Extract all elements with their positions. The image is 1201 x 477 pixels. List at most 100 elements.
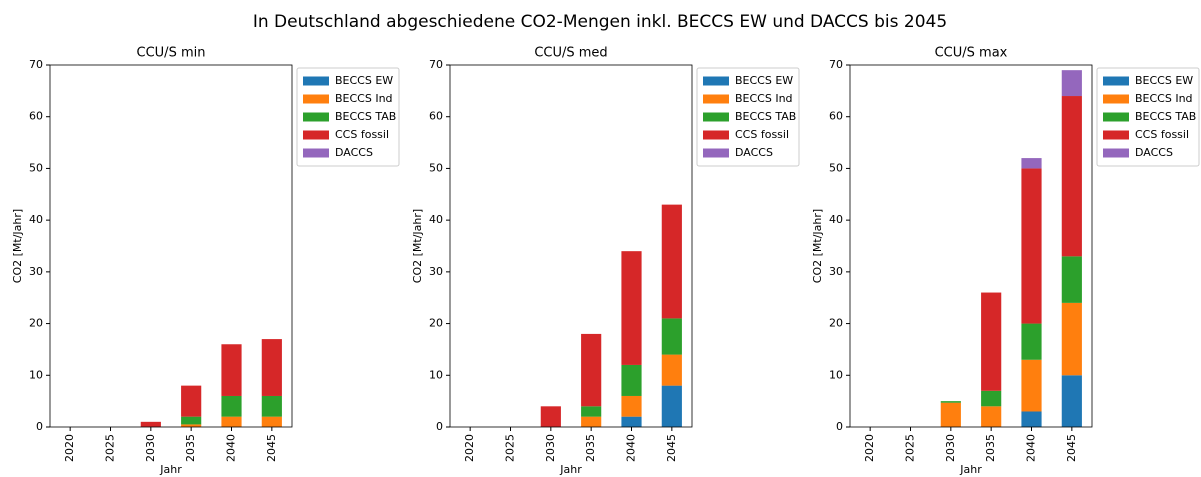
bar-segment bbox=[1021, 158, 1042, 169]
legend-label: DACCS bbox=[335, 146, 373, 159]
bar-segment bbox=[1061, 96, 1082, 257]
bar-segment bbox=[221, 416, 242, 427]
x-tick-label: 2030 bbox=[544, 434, 557, 462]
y-tick-label: 50 bbox=[29, 161, 43, 174]
figure-title: In Deutschland abgeschiedene CO2-Mengen … bbox=[253, 12, 947, 32]
bar-segment bbox=[181, 424, 202, 427]
bar-segment bbox=[261, 416, 282, 427]
y-axis-label: CO2 [Mt/Jahr] bbox=[11, 209, 24, 283]
legend-label: BECCS Ind bbox=[735, 92, 793, 105]
bar-segment bbox=[661, 318, 682, 355]
y-tick-label: 70 bbox=[429, 58, 443, 71]
bar-segment bbox=[1021, 168, 1042, 324]
legend-swatch bbox=[303, 112, 329, 122]
y-tick-label: 0 bbox=[36, 420, 43, 433]
y-tick-label: 0 bbox=[436, 420, 443, 433]
bar-segment bbox=[940, 401, 961, 403]
y-tick-label: 60 bbox=[29, 110, 43, 123]
legend-label: BECCS Ind bbox=[335, 92, 393, 105]
legend-swatch bbox=[1103, 130, 1129, 140]
x-tick-label: 2035 bbox=[184, 434, 197, 462]
x-tick-label: 2030 bbox=[144, 434, 157, 462]
y-tick-label: 40 bbox=[429, 213, 443, 226]
legend-label: CCS fossil bbox=[335, 128, 389, 141]
legend-label: BECCS TAB bbox=[1135, 110, 1196, 123]
legend-label: CCS fossil bbox=[1135, 128, 1189, 141]
legend-swatch bbox=[303, 130, 329, 140]
legend-label: BECCS EW bbox=[335, 74, 393, 87]
legend-label: BECCS Ind bbox=[1135, 92, 1193, 105]
bar-segment bbox=[261, 339, 282, 396]
bar-segment bbox=[221, 344, 242, 396]
bar-segment bbox=[1021, 411, 1042, 427]
legend-swatch bbox=[703, 94, 729, 104]
y-tick-label: 0 bbox=[836, 420, 843, 433]
y-tick-label: 70 bbox=[29, 58, 43, 71]
bar-segment bbox=[981, 292, 1002, 391]
y-tick-label: 20 bbox=[29, 317, 43, 330]
x-tick-label: 2045 bbox=[665, 434, 678, 462]
legend-box bbox=[1096, 67, 1200, 167]
legend-label: BECCS TAB bbox=[335, 110, 396, 123]
legend-swatch bbox=[1103, 94, 1129, 104]
y-tick-label: 10 bbox=[829, 368, 843, 381]
x-tick-label: 2025 bbox=[104, 434, 117, 462]
y-axis-label: CO2 [Mt/Jahr] bbox=[811, 209, 824, 283]
bar-segment bbox=[661, 354, 682, 386]
bar-segment bbox=[981, 390, 1002, 407]
bar-segment bbox=[981, 406, 1002, 427]
bar-segment bbox=[221, 395, 242, 417]
x-tick-label: 2025 bbox=[904, 434, 917, 462]
axes-title: CCU/S max bbox=[935, 46, 1008, 61]
bar-segment bbox=[621, 416, 642, 427]
y-axis-label: CO2 [Mt/Jahr] bbox=[411, 209, 424, 283]
legend-swatch bbox=[1103, 112, 1129, 122]
x-axis-label: Jahr bbox=[559, 463, 582, 476]
x-tick-label: 2040 bbox=[625, 434, 638, 462]
y-tick-label: 60 bbox=[829, 110, 843, 123]
bar-segment bbox=[621, 364, 642, 396]
y-tick-label: 40 bbox=[29, 213, 43, 226]
legend-box bbox=[296, 67, 400, 167]
legend-swatch bbox=[703, 148, 729, 158]
x-tick-label: 2020 bbox=[63, 434, 76, 462]
y-tick-label: 70 bbox=[829, 58, 843, 71]
x-tick-label: 2040 bbox=[225, 434, 238, 462]
y-tick-label: 40 bbox=[829, 213, 843, 226]
legend-box bbox=[696, 67, 800, 167]
y-tick-label: 20 bbox=[829, 317, 843, 330]
bar-segment bbox=[540, 406, 561, 427]
x-tick-label: 2045 bbox=[265, 434, 278, 462]
y-tick-label: 20 bbox=[429, 317, 443, 330]
legend-label: BECCS EW bbox=[1135, 74, 1193, 87]
bar-segment bbox=[1061, 375, 1082, 427]
bar-segment bbox=[581, 333, 602, 407]
x-axis-label: Jahr bbox=[959, 463, 982, 476]
x-tick-label: 2020 bbox=[463, 434, 476, 462]
legend-swatch bbox=[1103, 76, 1129, 86]
bar-segment bbox=[1061, 70, 1082, 97]
bar-segment bbox=[621, 395, 642, 417]
x-tick-label: 2045 bbox=[1065, 434, 1078, 462]
legend-swatch bbox=[303, 76, 329, 86]
legend-swatch bbox=[303, 148, 329, 158]
y-tick-label: 50 bbox=[429, 161, 443, 174]
axes-frame bbox=[849, 64, 1093, 428]
x-axis-label: Jahr bbox=[159, 463, 182, 476]
axes-frame bbox=[49, 64, 293, 428]
bar-segment bbox=[140, 421, 161, 427]
legend-swatch bbox=[1103, 148, 1129, 158]
x-tick-label: 2035 bbox=[584, 434, 597, 462]
x-tick-label: 2035 bbox=[984, 434, 997, 462]
legend-label: BECCS EW bbox=[735, 74, 793, 87]
bar-segment bbox=[1021, 359, 1042, 412]
y-tick-label: 10 bbox=[429, 368, 443, 381]
axes-frame bbox=[449, 64, 693, 428]
bar-segment bbox=[1061, 302, 1082, 376]
legend-label: CCS fossil bbox=[735, 128, 789, 141]
bar-segment bbox=[181, 416, 202, 425]
y-tick-label: 50 bbox=[829, 161, 843, 174]
bar-segment bbox=[1021, 323, 1042, 360]
legend-swatch bbox=[703, 130, 729, 140]
y-tick-label: 30 bbox=[829, 265, 843, 278]
